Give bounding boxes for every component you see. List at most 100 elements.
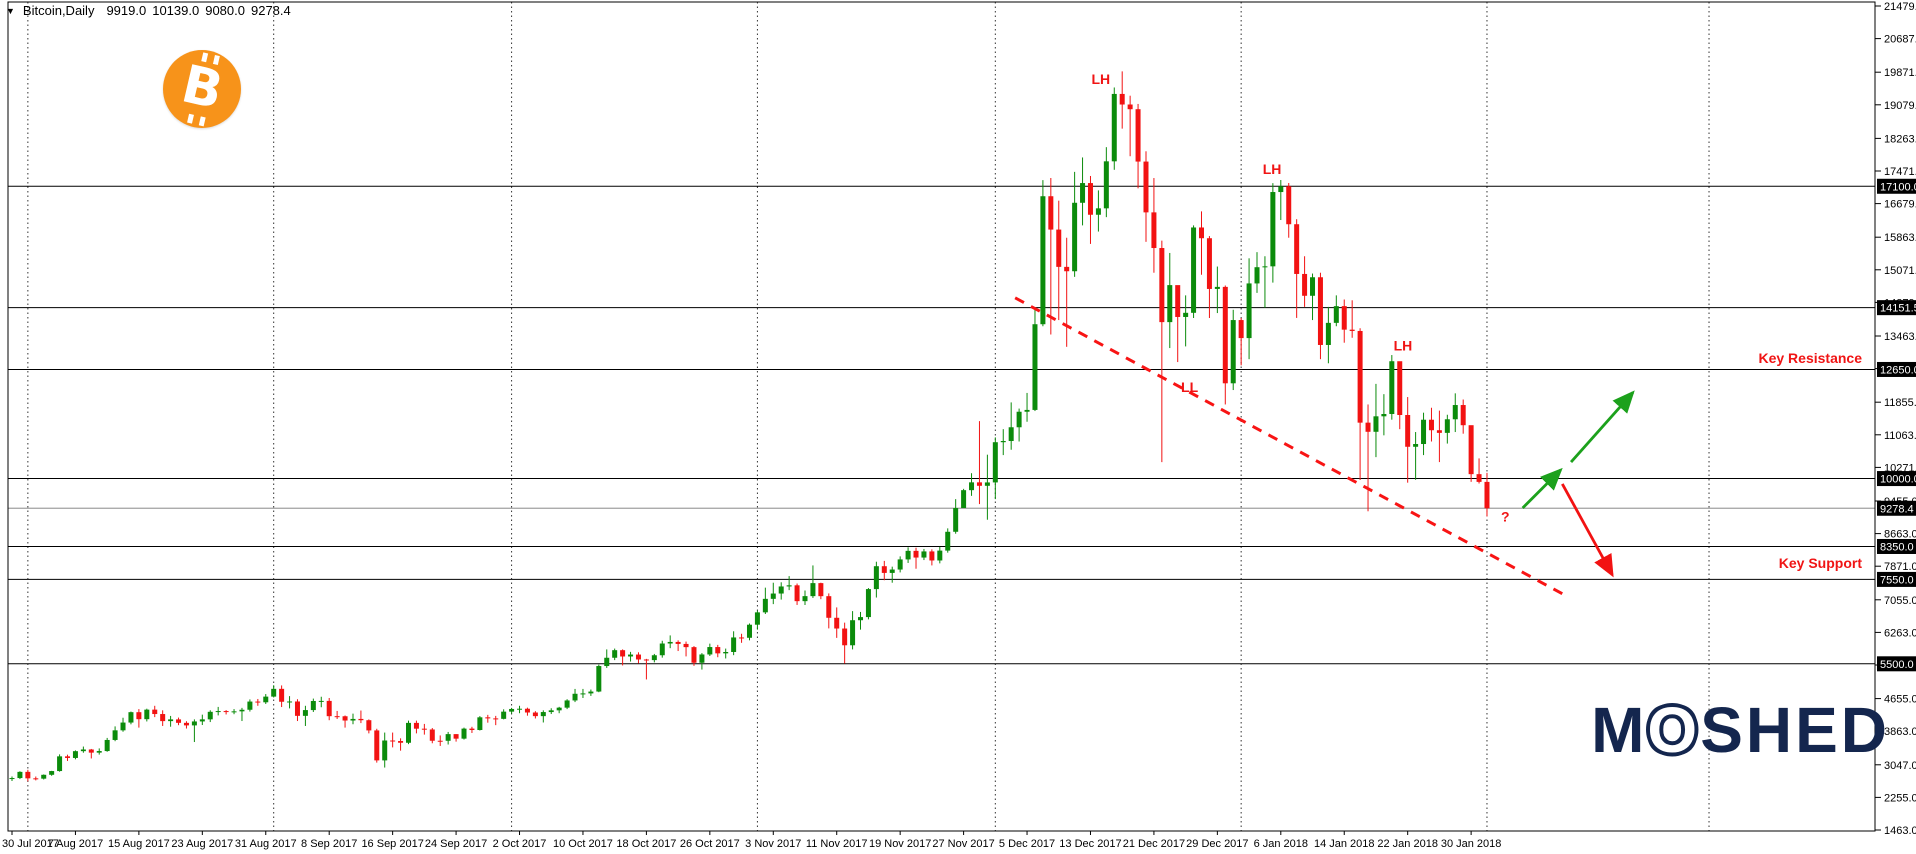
- candle-body: [1444, 419, 1450, 433]
- candle-body: [889, 569, 895, 573]
- candle-body: [1389, 361, 1395, 415]
- candle-body: [1436, 430, 1442, 433]
- price-line-badge-label: 10000.0: [1880, 474, 1916, 486]
- candle-body: [168, 719, 174, 722]
- symbol-name: Bitcoin,Daily: [22, 3, 95, 18]
- candle-body: [191, 721, 197, 726]
- price-axis-label: 8663.0: [1884, 529, 1916, 541]
- candle-body: [1159, 248, 1165, 323]
- candle-body: [279, 688, 285, 702]
- bullish-projection-arrow[interactable]: [1569, 390, 1635, 464]
- candle-body: [1310, 277, 1316, 296]
- date-axis-label: 23 Aug 2017: [171, 838, 233, 850]
- candle-body: [715, 647, 721, 654]
- price-line-badge: [1877, 361, 1916, 377]
- candle-body: [818, 583, 824, 597]
- candle-body: [374, 730, 380, 761]
- candle-body: [1373, 416, 1379, 432]
- candle-body: [501, 711, 507, 719]
- candle-body: [144, 709, 150, 720]
- candle-body: [485, 717, 491, 719]
- price-axis-label: 1463.0: [1884, 825, 1916, 837]
- candle-body: [231, 711, 237, 713]
- candle-body: [1413, 444, 1419, 447]
- candle-body: [699, 654, 705, 663]
- candle-body: [1032, 324, 1038, 410]
- candle-body: [1127, 104, 1133, 110]
- candle-body: [1206, 238, 1212, 289]
- candle-body: [865, 589, 871, 618]
- candle-body: [358, 718, 364, 721]
- candle-body: [1143, 161, 1149, 213]
- date-axis-label: 26 Oct 2017: [680, 838, 740, 850]
- candle-body: [1103, 161, 1109, 209]
- bearish-projection-arrow[interactable]: [1561, 483, 1614, 578]
- swing-label[interactable]: LH: [1091, 71, 1110, 87]
- candle-body: [1428, 419, 1434, 431]
- key-resistance-label[interactable]: Key Resistance: [1758, 350, 1862, 366]
- date-axis-label: 16 Sep 2017: [361, 838, 423, 850]
- candle-body: [390, 740, 396, 742]
- price-line-badge: [1877, 538, 1916, 554]
- candle-body: [969, 482, 975, 491]
- candle-body: [421, 728, 427, 730]
- candle-body: [509, 708, 515, 712]
- price-axis-label: 15071.0: [1884, 265, 1916, 277]
- price-line-badge: [1877, 500, 1916, 516]
- candle-body: [1254, 267, 1260, 284]
- bitcoin-letter: B: [176, 54, 229, 122]
- candle-body: [453, 734, 459, 739]
- candle-body: [152, 709, 158, 715]
- date-axis-label: 22 Jan 2018: [1377, 838, 1438, 850]
- candle-body: [263, 696, 269, 703]
- price-axis-label: 6263.0: [1884, 627, 1916, 639]
- candle-body: [659, 643, 665, 656]
- candle-body: [858, 617, 864, 621]
- swing-label[interactable]: LL: [1181, 379, 1199, 395]
- candle-body: [945, 531, 951, 551]
- candle-body: [1000, 441, 1006, 443]
- candle-body: [136, 712, 142, 720]
- brand-outlined-o: O: [1647, 694, 1701, 766]
- candle-body: [25, 771, 31, 779]
- candle-body: [905, 550, 911, 560]
- date-axis-label: 31 Aug 2017: [235, 838, 297, 850]
- quote-header: ▼ Bitcoin,Daily 9919.0 10139.0 9080.0 92…: [6, 3, 291, 18]
- candle-body: [33, 778, 39, 780]
- candle-body: [1341, 306, 1347, 330]
- bitcoin-logo-icon: B: [163, 50, 241, 128]
- swing-label[interactable]: LH: [1394, 338, 1413, 354]
- candle-body: [937, 550, 943, 561]
- candle-body: [762, 598, 768, 613]
- candle-body: [1214, 286, 1220, 289]
- candle-body: [1476, 474, 1482, 482]
- candle-body: [207, 711, 213, 720]
- candle-body: [842, 628, 848, 646]
- candle-body: [1262, 266, 1268, 268]
- date-axis-label: 8 Sep 2017: [301, 838, 357, 850]
- price-line-badge: [1877, 571, 1916, 587]
- candle-body: [802, 596, 808, 602]
- symbol-dropdown-icon[interactable]: ▼: [6, 5, 15, 16]
- candle-body: [318, 700, 324, 702]
- price-line-badge-label: 12650.0: [1880, 364, 1916, 376]
- candle-body: [564, 700, 570, 708]
- key-support-label[interactable]: Key Support: [1779, 555, 1863, 571]
- candle-body: [176, 719, 182, 723]
- candle-body: [255, 701, 261, 703]
- bullish-projection-arrow[interactable]: [1521, 467, 1563, 509]
- price-line-badge-label: 8350.0: [1880, 541, 1914, 553]
- candle-body: [1119, 93, 1125, 105]
- swing-label[interactable]: LH: [1263, 161, 1282, 177]
- candle-body: [350, 718, 356, 721]
- price-axis-label: 11063.0: [1884, 430, 1916, 442]
- swing-label[interactable]: ?: [1501, 508, 1510, 524]
- candle-body: [1349, 329, 1355, 331]
- candle-body: [1040, 196, 1046, 325]
- descending-trendline[interactable]: [1014, 296, 1566, 597]
- candle-body: [992, 442, 998, 483]
- candle-body: [493, 718, 499, 720]
- price-axis-label: 7871.0: [1884, 561, 1916, 573]
